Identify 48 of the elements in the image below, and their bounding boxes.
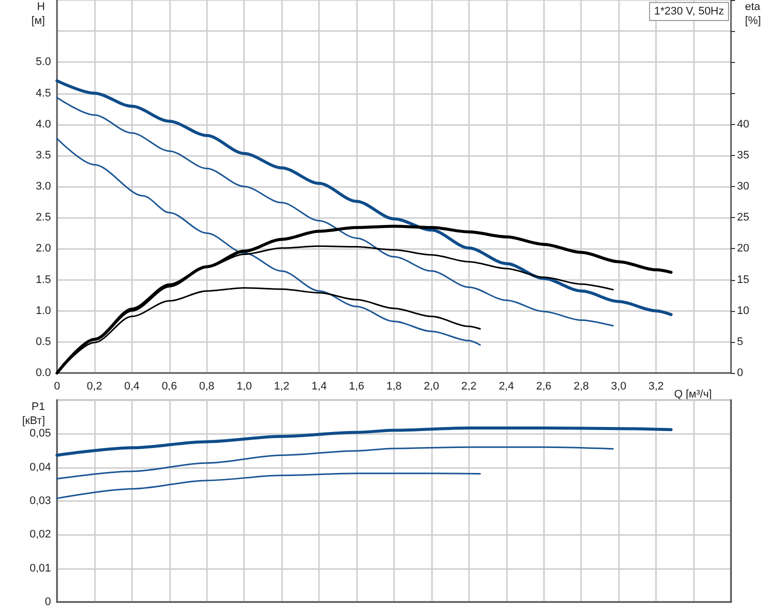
y-tick-label: 1.0 <box>36 304 51 317</box>
x-tick-label: 1,4 <box>311 380 327 392</box>
y-tick-label: 0,01 <box>30 562 51 574</box>
y2-tick-label: 35 <box>737 149 750 162</box>
y-tick-label: 0.5 <box>36 336 51 348</box>
x-tick-label: 0,4 <box>124 380 140 392</box>
x-tick-label: 1,2 <box>274 380 290 392</box>
annotation: 1*230 V, 50Hz <box>654 6 724 18</box>
y-axis-title: P1 [кВт] <box>22 401 45 427</box>
x-tick-label: 2,6 <box>536 380 552 392</box>
y2-tick-label: 10 <box>737 304 750 317</box>
x-tick-label: 1,8 <box>386 380 402 392</box>
y2-tick-label: 40 <box>737 118 750 130</box>
y-tick-label: 0 <box>44 596 51 608</box>
y2-tick-label: 20 <box>737 242 750 255</box>
x-tick-label: 2,2 <box>461 380 477 392</box>
y2-tick-label: 30 <box>737 180 750 192</box>
y-tick-label: 0.0 <box>36 367 51 379</box>
y2-tick-label: 15 <box>737 274 750 286</box>
x-tick-label: 2,4 <box>498 380 514 392</box>
x-axis-title: Q [м³/ч] <box>674 388 712 400</box>
x-tick-label: 0,2 <box>86 380 102 392</box>
y-tick-label: 0,05 <box>30 428 51 440</box>
x-tick-label: 1,6 <box>348 380 364 392</box>
y2-tick-label: 5 <box>737 336 744 348</box>
y2-tick-label: 25 <box>737 212 750 224</box>
y-tick-label: 5.0 <box>36 56 51 68</box>
y-axis-title: H [м] <box>31 1 46 27</box>
y-tick-label: 2.5 <box>36 212 51 224</box>
y-tick-label: 4.0 <box>36 118 51 130</box>
x-tick-label: 1,0 <box>236 380 252 392</box>
x-tick-label: 2,0 <box>424 380 440 392</box>
y-tick-label: 0,02 <box>30 528 51 541</box>
y-tick-label: 4.5 <box>36 87 51 100</box>
x-tick-label: 0,8 <box>199 380 214 392</box>
y-tick-label: 2.0 <box>36 242 51 255</box>
x-tick-label: 0,6 <box>162 380 177 392</box>
x-tick-label: 3,2 <box>648 380 664 392</box>
y2-axis-title: eta [%] <box>745 1 762 27</box>
y2-tick-label: 0 <box>737 367 744 379</box>
y-tick-label: 0,03 <box>30 495 51 507</box>
y-tick-label: 1.5 <box>36 274 51 286</box>
y-tick-label: 3.5 <box>36 149 51 162</box>
x-tick-label: 2,8 <box>574 380 589 392</box>
y-tick-label: 0,04 <box>30 461 51 474</box>
x-tick-label: 3,0 <box>611 380 626 392</box>
y-tick-label: 3.0 <box>36 180 51 192</box>
x-tick-label: 0 <box>54 380 60 392</box>
